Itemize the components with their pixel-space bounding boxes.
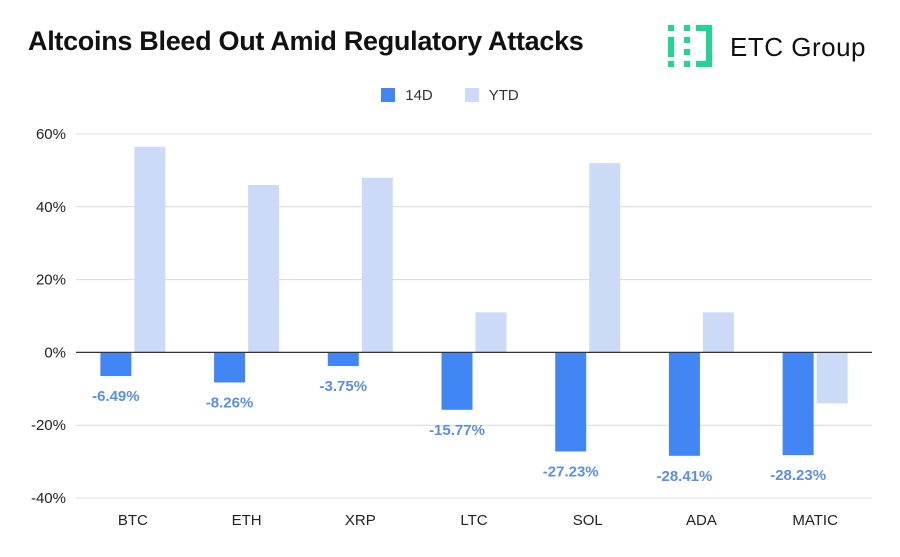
y-tick-label: 0% — [44, 344, 66, 361]
bar-14d — [327, 352, 359, 367]
legend-label-14d: 14D — [405, 86, 433, 104]
logo-block — [668, 25, 674, 31]
logo-block — [684, 25, 690, 31]
data-label: -8.26% — [206, 394, 254, 411]
chart-title: Altcoins Bleed Out Amid Regulatory Attac… — [28, 26, 584, 56]
logo-block — [684, 61, 690, 67]
y-tick-label: 60% — [36, 126, 66, 143]
logo-block — [706, 25, 712, 67]
data-label: -15.77% — [429, 422, 485, 439]
bar-ytd — [248, 184, 280, 353]
x-tick-label: BTC — [118, 512, 148, 529]
bar-ytd — [589, 163, 621, 353]
logo-block — [684, 49, 690, 55]
data-label: -6.49% — [92, 388, 140, 405]
bar-14d — [555, 352, 587, 452]
etc-group-logo: ETC Group — [668, 22, 866, 72]
legend-swatch-14d — [381, 88, 396, 102]
x-tick-label: XRP — [345, 512, 376, 529]
bar-14d — [782, 352, 814, 456]
y-tick-label: -20% — [31, 417, 66, 434]
data-label: -3.75% — [320, 378, 368, 395]
bar-ytd — [475, 312, 507, 353]
etc-group-logo-icon — [668, 25, 712, 67]
legend-swatch-ytd — [464, 88, 479, 102]
legend-item-14d: 14D — [381, 87, 433, 104]
x-tick-label: MATIC — [792, 512, 838, 529]
data-label: -28.23% — [770, 467, 826, 484]
x-tick-label: SOL — [573, 512, 603, 529]
x-tick-label: ADA — [686, 512, 717, 529]
logo-block — [696, 25, 712, 31]
x-tick-label: ETH — [232, 512, 262, 529]
data-label: -28.41% — [656, 468, 712, 485]
bar-ytd — [816, 352, 848, 404]
y-tick-label: 20% — [36, 272, 66, 289]
bar-14d — [441, 352, 473, 410]
legend-label-ytd: YTD — [488, 86, 519, 104]
logo-block — [668, 61, 674, 67]
bar-14d — [214, 352, 246, 383]
data-label: -27.23% — [543, 464, 599, 481]
bar-ytd — [134, 146, 166, 353]
bar-14d — [668, 352, 700, 456]
logo-text: ETC Group — [730, 31, 866, 62]
logo-block — [668, 37, 674, 57]
bar-ytd — [361, 177, 393, 353]
chart-legend: 14D YTD — [0, 84, 900, 106]
logo-block — [696, 61, 712, 67]
logo-block — [684, 37, 690, 43]
bar-ytd — [702, 312, 734, 353]
y-tick-label: -40% — [31, 490, 66, 507]
x-tick-label: LTC — [460, 512, 487, 529]
legend-item-ytd: YTD — [464, 86, 519, 104]
y-tick-label: 40% — [36, 199, 66, 216]
bar-14d — [100, 352, 132, 377]
